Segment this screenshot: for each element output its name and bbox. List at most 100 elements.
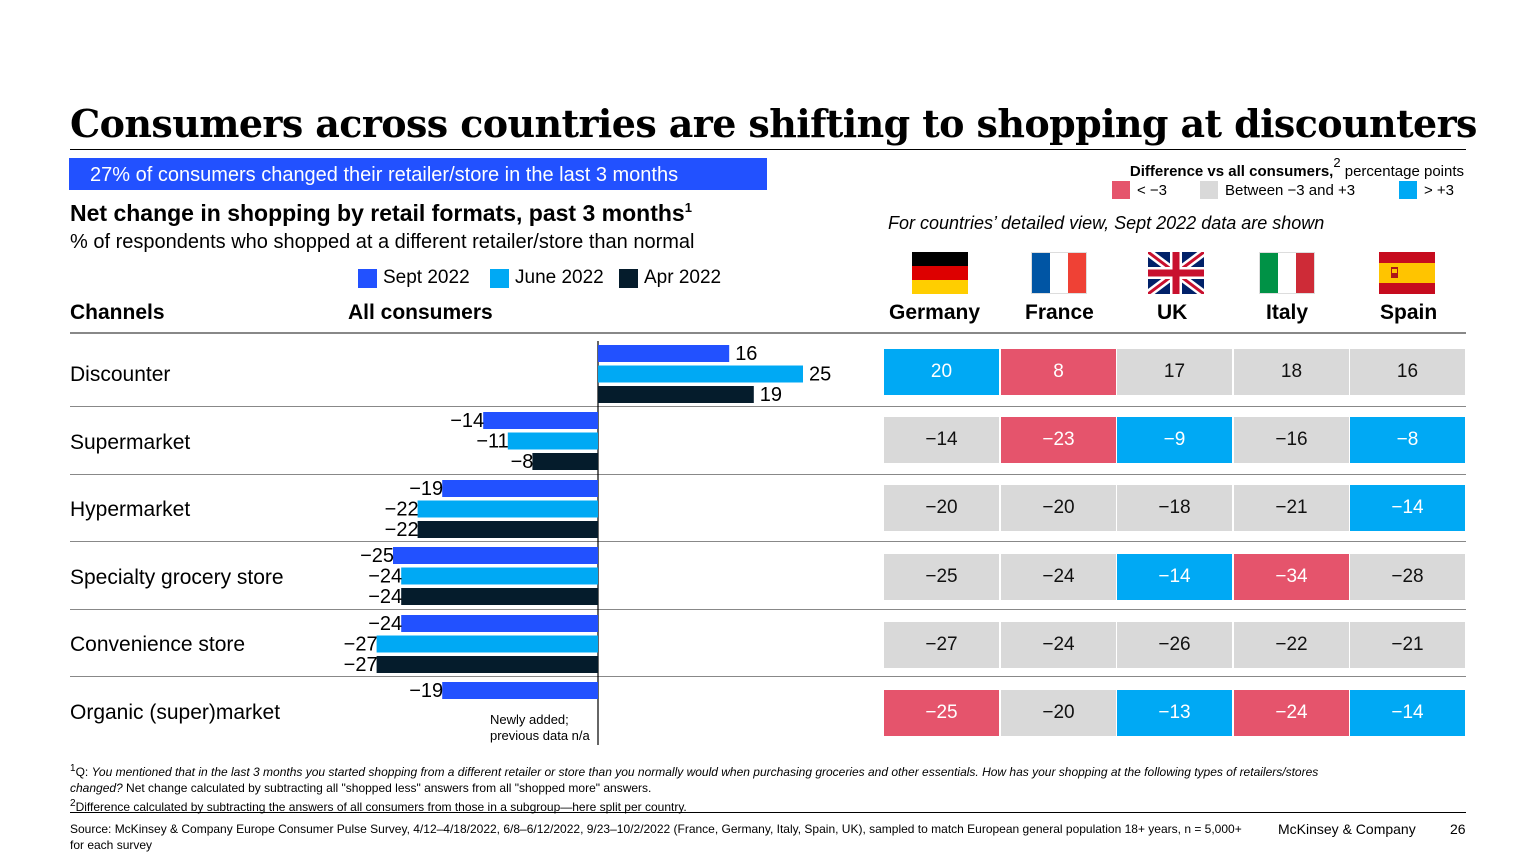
row-label-discounter: Discounter (70, 363, 171, 386)
country-cell: −8 (1350, 417, 1465, 463)
legend-label: Between −3 and +3 (1225, 181, 1356, 199)
row-label-specialty-grocery: Specialty grocery store (70, 566, 284, 589)
footnote-2-marker: 2 (70, 798, 76, 809)
country-cell: −28 (1350, 554, 1465, 600)
footnotes: 1Q: You mentioned that in the last 3 mon… (70, 761, 1330, 815)
bar (442, 682, 598, 699)
footnote-marker: 2 (1333, 155, 1341, 170)
bar (442, 480, 598, 497)
country-cell: 18 (1234, 349, 1349, 395)
bar-value-label: −19 (409, 680, 443, 702)
country-cell: −20 (1001, 690, 1116, 736)
italy-flag (1259, 252, 1315, 294)
bar-value-label: −27 (344, 633, 378, 655)
legend-swatch (358, 268, 377, 288)
column-header-italy: Italy (1266, 301, 1309, 324)
country-cell: −18 (1117, 485, 1232, 531)
bar-value-label: −19 (409, 478, 443, 500)
header-divider (70, 332, 1466, 334)
country-cell: −26 (1117, 622, 1232, 668)
country-cell: −27 (884, 622, 999, 668)
highlight-banner: 27% of consumers changed their retailer/… (69, 158, 767, 190)
bar (598, 345, 730, 362)
row-divider (70, 541, 1466, 542)
legend-swatch (1112, 181, 1130, 199)
country-cell: −25 (884, 690, 999, 736)
row-label-organic: Organic (super)market (70, 701, 281, 724)
difference-legend-mid: Between −3 and +3 (1200, 181, 1355, 199)
country-cell: −9 (1117, 417, 1232, 463)
bar (376, 656, 598, 673)
bar-value-label: −27 (344, 654, 378, 676)
legend-swatch (1200, 181, 1218, 199)
difference-legend-title-bold: Difference vs all consumers, (1129, 163, 1334, 180)
country-cell: −24 (1234, 690, 1349, 736)
row-divider (70, 676, 1466, 677)
difference-legend-low: < −3 (1112, 181, 1167, 199)
legend-label: June 2022 (515, 267, 604, 288)
footnote-1-question: You mentioned that in the last 3 months … (70, 765, 1319, 795)
row-divider (70, 474, 1466, 475)
country-cell: −14 (1350, 690, 1465, 736)
row-divider (70, 609, 1466, 610)
newly-added-annotation: Newly added; previous data n/a (490, 712, 590, 743)
country-cell: −20 (1001, 485, 1116, 531)
country-cell: −21 (1350, 622, 1465, 668)
bar-value-label: −24 (368, 586, 402, 608)
country-cell: −14 (1117, 554, 1232, 600)
legend-swatch (1399, 181, 1417, 199)
country-cell: −25 (884, 554, 999, 600)
column-header-spain: Spain (1380, 301, 1438, 324)
bar-value-label: −8 (511, 451, 534, 473)
brand-name: McKinsey & Company (1278, 821, 1416, 837)
uk-flag (1148, 252, 1204, 294)
country-cell: −16 (1234, 417, 1349, 463)
source-note: Source: McKinsey & Company Europe Consum… (70, 822, 1242, 852)
bar (401, 615, 598, 632)
legend-item-apr: Apr 2022 (619, 267, 721, 289)
column-header-channels: Channels (70, 301, 165, 324)
bar (401, 588, 598, 605)
chart-subtitle-text: Net change in shopping by retail formats… (70, 200, 685, 226)
bar-value-label: 25 (809, 363, 831, 385)
bar-value-label: 19 (760, 384, 782, 406)
country-cell: −21 (1234, 485, 1349, 531)
bar-value-label: −22 (385, 498, 419, 520)
bar (532, 453, 598, 470)
bar (598, 386, 754, 403)
france-flag (1031, 252, 1087, 294)
footnote-2: 2Difference calculated by subtracting th… (70, 798, 687, 814)
bar (417, 521, 598, 538)
country-cell: −20 (884, 485, 999, 531)
bar-value-label: −24 (368, 565, 402, 587)
footnote-marker: 1 (684, 200, 692, 215)
column-header-all-consumers: All consumers (348, 301, 493, 324)
country-cell: 17 (1117, 349, 1232, 395)
footnote-1: 1Q: You mentioned that in the last 3 mon… (70, 763, 1319, 795)
country-cell: 20 (884, 349, 999, 395)
country-cell: −24 (1001, 622, 1116, 668)
country-cell: −13 (1117, 690, 1232, 736)
legend-swatch (490, 268, 509, 288)
footer-divider (70, 812, 1466, 813)
column-header-france: France (1025, 301, 1094, 324)
bar-value-label: −14 (450, 410, 484, 432)
bar-value-label: −11 (476, 430, 508, 452)
country-cell: −24 (1001, 554, 1116, 600)
country-cell: 16 (1350, 349, 1465, 395)
title-divider (70, 149, 1466, 150)
bar (417, 500, 598, 518)
bar (376, 635, 598, 653)
difference-legend-title-rest: percentage points (1340, 163, 1464, 180)
difference-legend-high: > +3 (1399, 181, 1454, 199)
chart-description: % of respondents who shopped at a differ… (70, 231, 695, 253)
difference-legend-title: Difference vs all consumers,2 percentage… (1130, 155, 1464, 180)
bar (393, 547, 598, 564)
germany-flag (912, 252, 968, 294)
bar (507, 432, 598, 450)
bar (483, 412, 598, 429)
footnote-1-text: Net change calculated by subtracting all… (122, 781, 652, 795)
legend-label: < −3 (1137, 181, 1168, 199)
page-number: 26 (1450, 821, 1466, 837)
